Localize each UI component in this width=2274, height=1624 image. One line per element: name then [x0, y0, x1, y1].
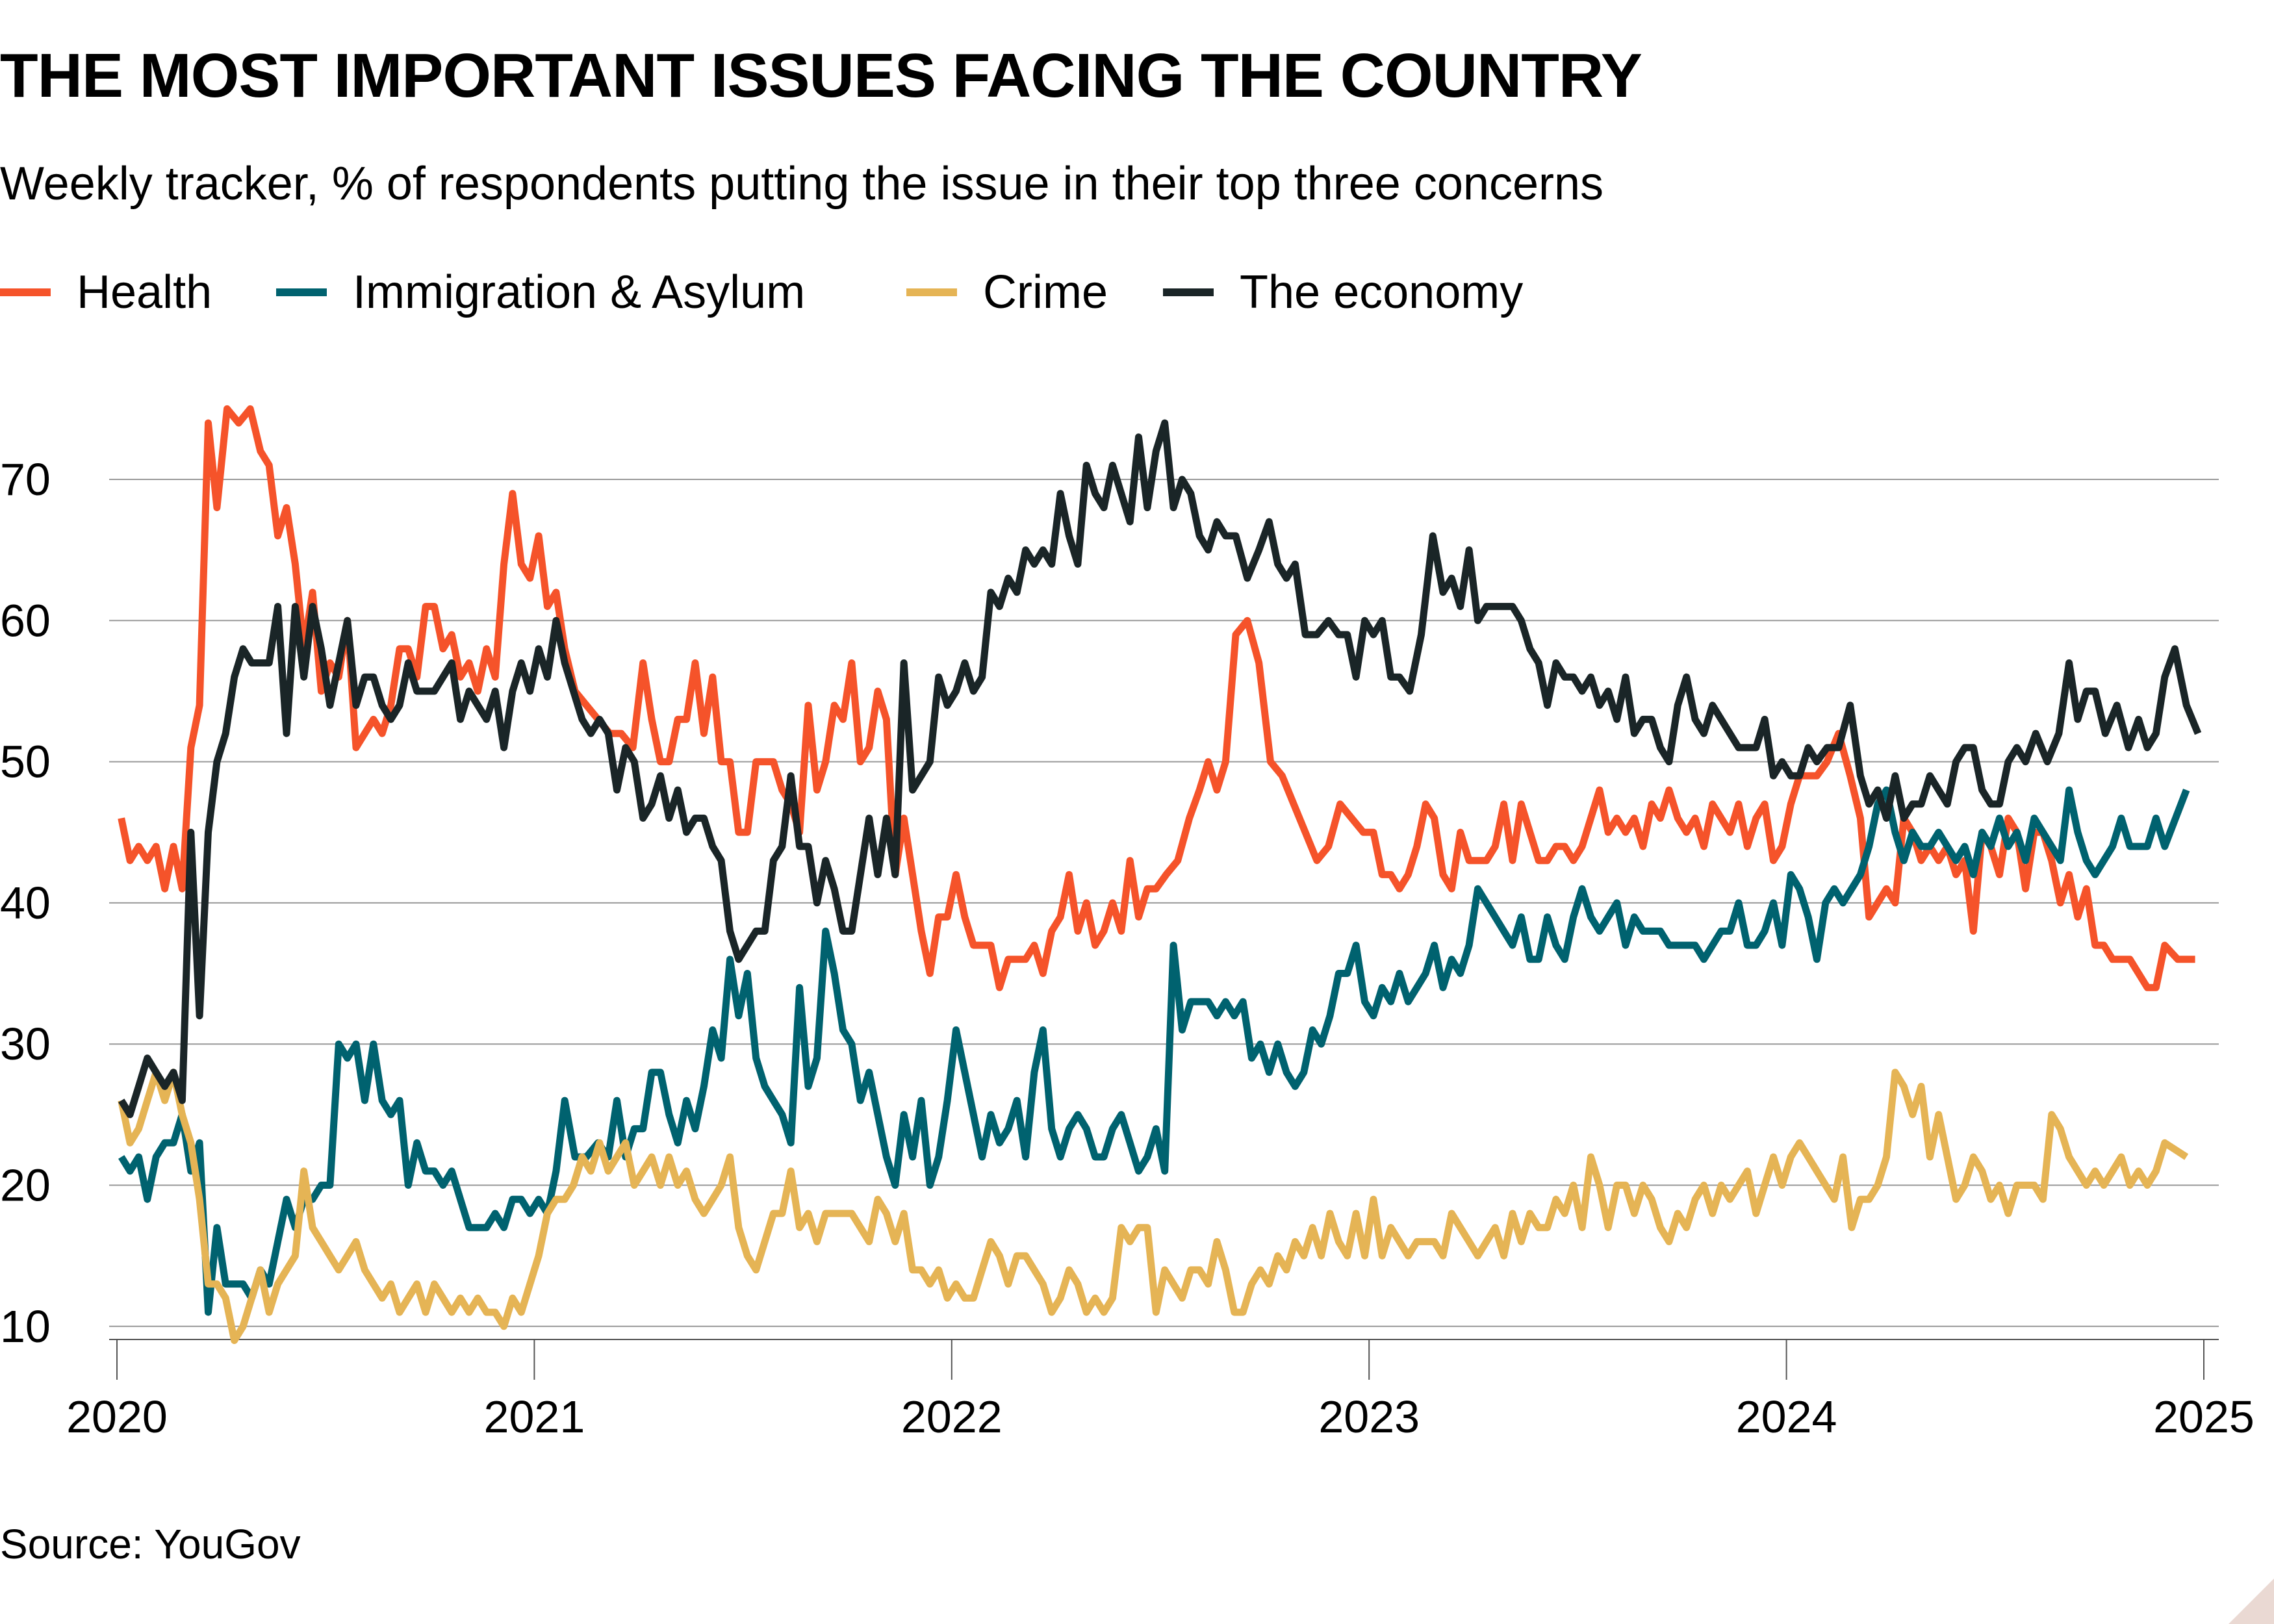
legend-label: Crime [983, 266, 1108, 318]
legend-swatch-immigration [276, 288, 327, 296]
y-tick-label: 10 [0, 1301, 51, 1352]
chart-title: THE MOST IMPORTANT ISSUES FACING THE COU… [0, 41, 1642, 110]
x-tick-label: 2023 [1318, 1391, 1420, 1442]
source-note: Source: YouGov [0, 1521, 301, 1567]
chart-subtitle: Weekly tracker, % of respondents putting… [0, 158, 1604, 210]
x-tick-label: 2021 [484, 1391, 585, 1442]
y-tick-label: 70 [0, 454, 51, 505]
legend-label: Health [77, 266, 212, 318]
legend-label: The economy [1240, 266, 1524, 318]
legend-item-immigration: Immigration & Asylum [276, 263, 805, 322]
series-line-the-economy [118, 419, 2202, 1119]
legend-item-crime: Crime [906, 263, 1108, 322]
legend-swatch-crime [906, 288, 957, 296]
x-tick-label: 2025 [2153, 1391, 2255, 1442]
legend-item-health: Health [0, 263, 212, 322]
legend-item-economy: The economy [1163, 263, 1523, 322]
x-tick-label: 2024 [1736, 1391, 1837, 1442]
series-line-crime [118, 1069, 2189, 1344]
x-tick-label: 2020 [66, 1391, 168, 1442]
legend-swatch-health [0, 288, 51, 296]
series-line-health [118, 405, 2195, 991]
y-tick-label: 50 [0, 737, 51, 787]
y-tick-label: 30 [0, 1019, 51, 1069]
y-tick-label: 60 [0, 595, 51, 646]
x-tick-label: 2022 [901, 1391, 1003, 1442]
legend-label: Immigration & Asylum [353, 266, 806, 318]
y-tick-label: 40 [0, 878, 51, 928]
legend-swatch-economy [1163, 288, 1214, 296]
corner-decoration [2229, 1579, 2274, 1624]
series-line-immigration-asylum [118, 786, 2190, 1316]
y-tick-label: 20 [0, 1160, 51, 1211]
